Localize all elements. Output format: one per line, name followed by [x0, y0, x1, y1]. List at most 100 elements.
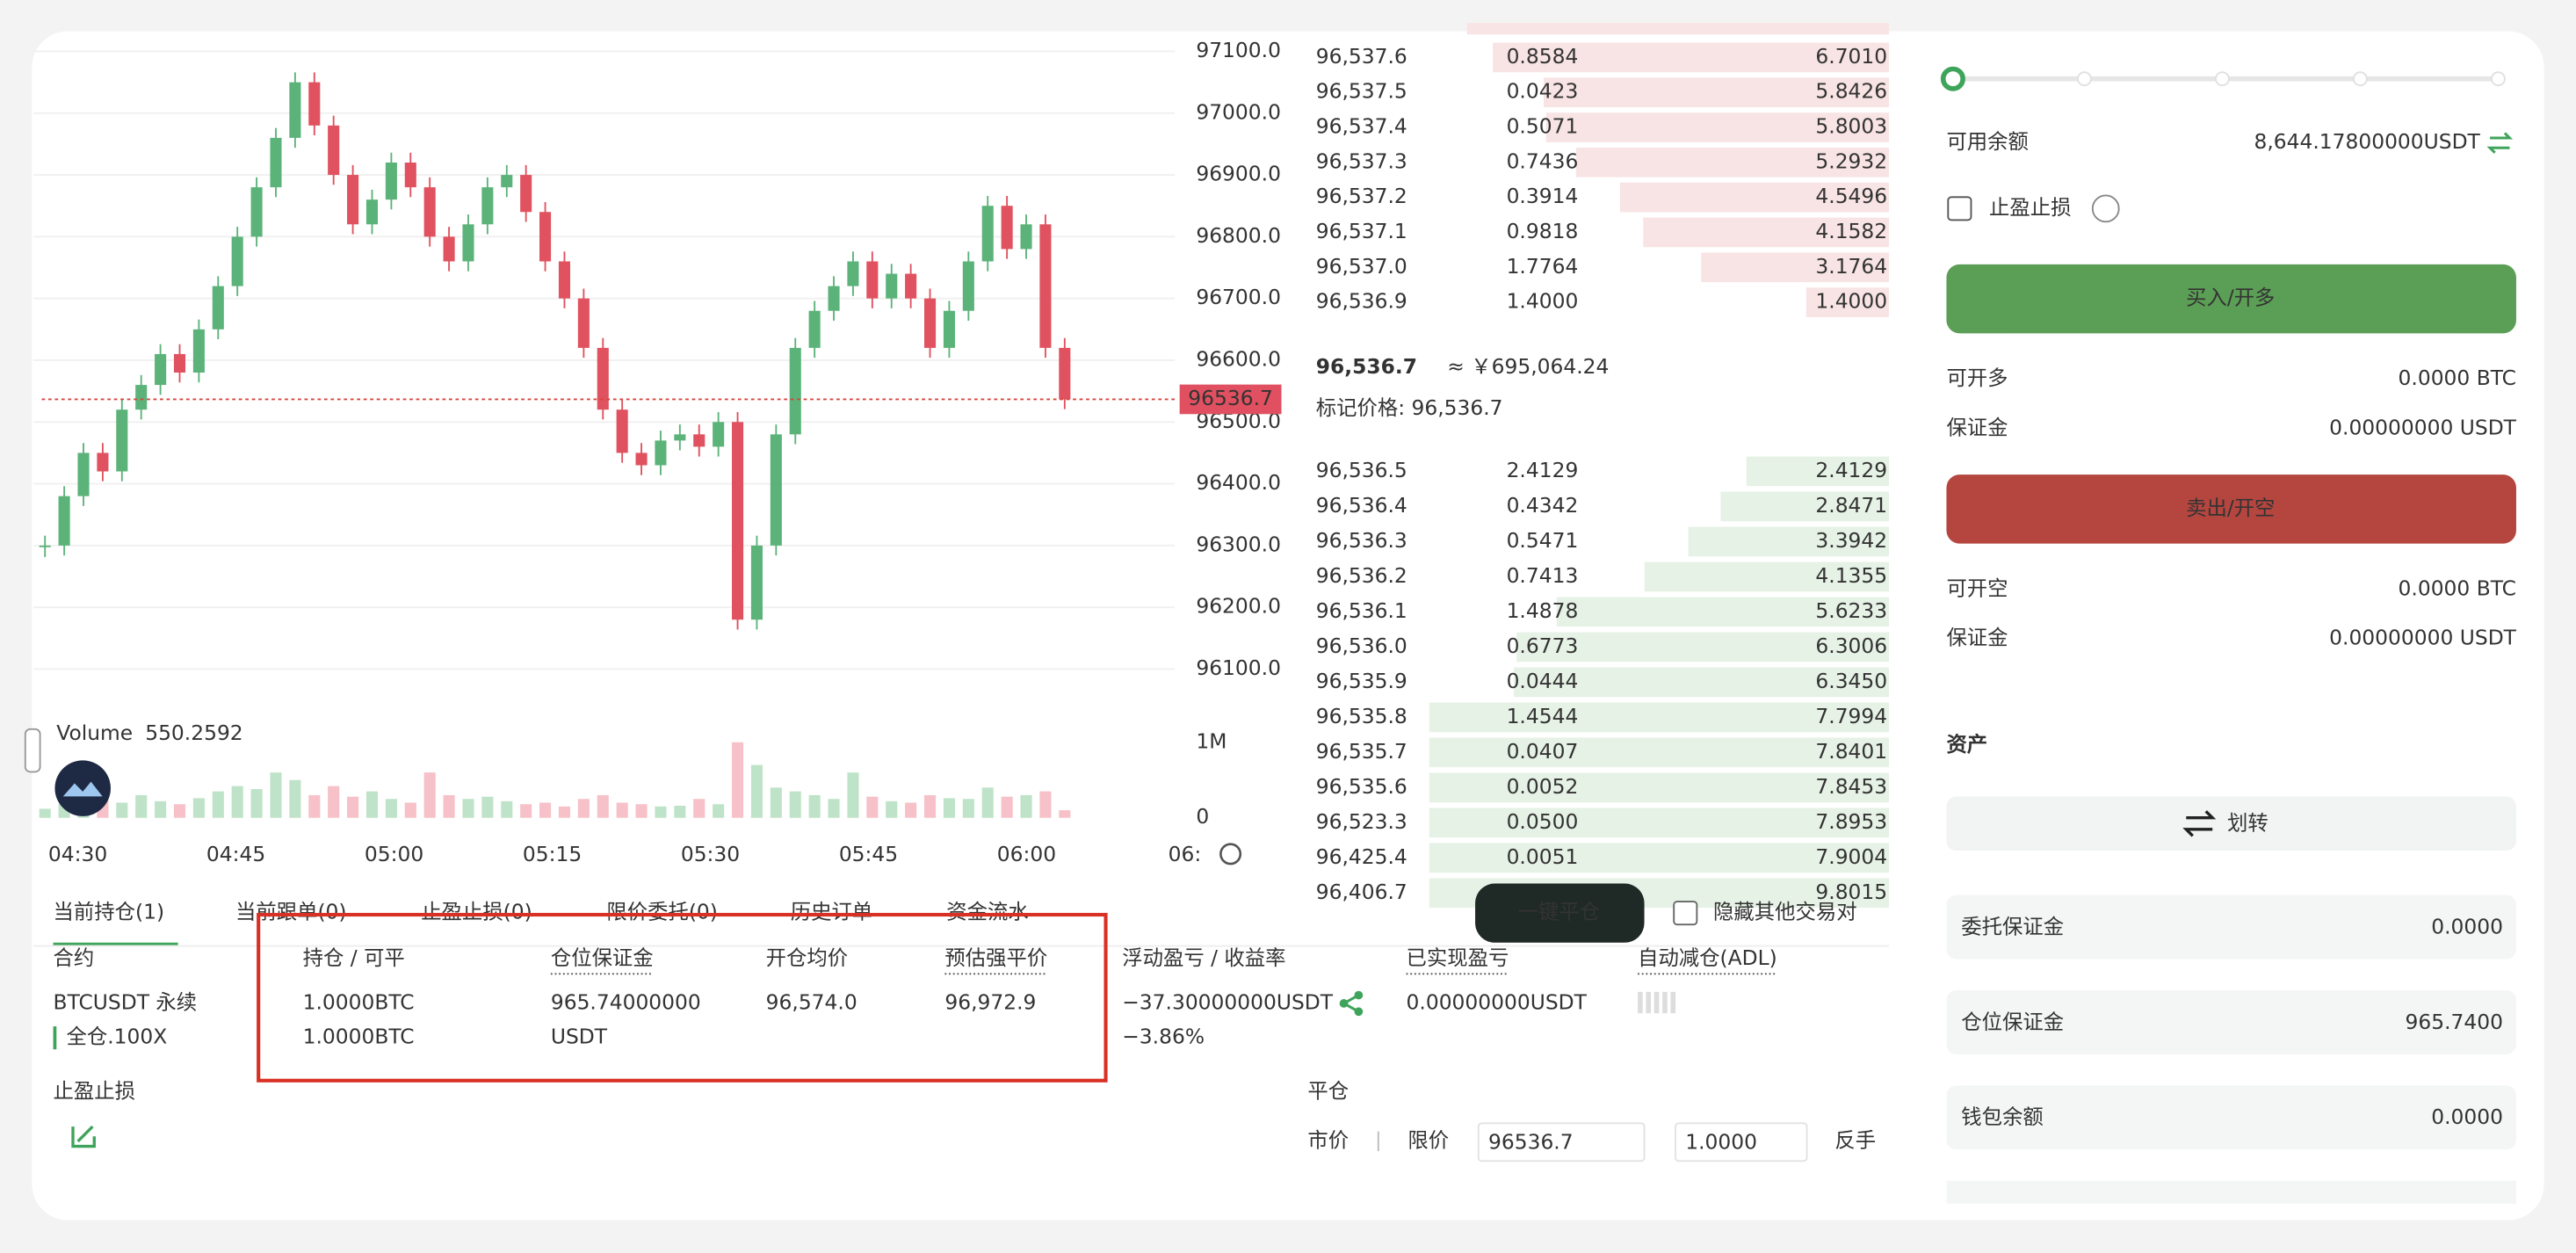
- tab[interactable]: 限价委托(0): [606, 900, 718, 924]
- sell-button[interactable]: [1946, 474, 2516, 544]
- y-tick-label: 96600.0: [1196, 346, 1281, 371]
- volume-bar: [231, 786, 243, 818]
- tab[interactable]: 止盈止损(0): [421, 900, 532, 924]
- book-amount: 2.4129: [1507, 458, 1579, 482]
- candle: [886, 273, 898, 299]
- swap-icon[interactable]: [2486, 132, 2514, 154]
- book-price: 96,537.3: [1316, 148, 1407, 173]
- book-total: 4.1355: [1815, 563, 1887, 588]
- volume-bar: [1001, 796, 1013, 818]
- book-total: 9.8015: [1815, 880, 1887, 904]
- book-amount: 0.7413: [1507, 563, 1579, 588]
- candle: [789, 347, 801, 435]
- label: 止盈止损: [54, 1078, 135, 1103]
- label: 1.0000BTC: [303, 989, 415, 1014]
- candle: [558, 261, 571, 299]
- book-amount: 0.4342: [1507, 493, 1579, 518]
- candle: [923, 298, 937, 348]
- candle: [39, 545, 51, 547]
- slider-dot[interactable]: [2215, 71, 2230, 87]
- candle: [192, 329, 205, 373]
- adl-bar: [1670, 991, 1676, 1014]
- label[interactable]: 反手: [1834, 1127, 1876, 1152]
- candle: [866, 261, 879, 299]
- book-price: 96,536.2: [1316, 563, 1407, 588]
- book-amount: 1.4544: [1507, 704, 1579, 728]
- book-amount: 0.8584: [1507, 44, 1579, 69]
- book-amount: 0.7436: [1507, 148, 1579, 173]
- depth-bar: [1575, 148, 1890, 177]
- tab[interactable]: 资金流水: [946, 900, 1028, 924]
- book-price: 96,536.1: [1316, 598, 1407, 623]
- slider-dot[interactable]: [2077, 71, 2092, 87]
- last-price: 96,536.7: [1316, 354, 1417, 379]
- label: 划转: [2227, 811, 2268, 836]
- collapse-tab[interactable]: [24, 728, 41, 773]
- volume-bar: [943, 798, 955, 818]
- book-amount: 0.9818: [1507, 219, 1579, 243]
- volume-bar: [597, 794, 609, 818]
- candle: [231, 236, 243, 286]
- transfer-button[interactable]: [1946, 796, 2516, 851]
- y-tick-label: 96200.0: [1196, 594, 1281, 619]
- slider-dot[interactable]: [2490, 71, 2506, 87]
- volume-bar: [462, 799, 474, 818]
- buy-button[interactable]: [1946, 264, 2516, 334]
- label: 8,644.17800000USDT: [2254, 129, 2480, 154]
- qty-input[interactable]: [1675, 1122, 1808, 1162]
- transfer-icon: [2182, 810, 2217, 837]
- book-price: 96,523.3: [1316, 809, 1407, 834]
- cny-price: ≈ ￥695,064.24: [1447, 354, 1609, 379]
- logo-mark: [62, 781, 103, 797]
- settings-icon[interactable]: [1219, 843, 1242, 866]
- candle: [635, 453, 648, 466]
- book-amount: 0.0444: [1507, 669, 1579, 693]
- book-price: 96,536.4: [1316, 493, 1407, 518]
- book-price: 96,537.6: [1316, 44, 1407, 69]
- y-tick-label: 96900.0: [1196, 162, 1281, 186]
- highlight-box: [257, 912, 1108, 1083]
- book-total: 5.6233: [1815, 598, 1887, 623]
- volume-bar: [270, 772, 282, 818]
- x-tick-label: 05:00: [365, 842, 423, 866]
- book-price: 96,535.6: [1316, 774, 1407, 799]
- price-input[interactable]: [1477, 1122, 1646, 1162]
- edit-icon[interactable]: [71, 1125, 96, 1148]
- volume-tick-label: 0: [1196, 804, 1209, 829]
- close-all-button[interactable]: [1475, 883, 1645, 943]
- label: 平仓: [1307, 1078, 1349, 1103]
- checkbox[interactable]: [1673, 901, 1698, 926]
- label[interactable]: 限价: [1407, 1127, 1449, 1152]
- tab[interactable]: 当前持仓(1): [54, 900, 165, 924]
- label: 隐藏其他交易对: [1713, 900, 1857, 924]
- y-tick-label: 97000.0: [1196, 99, 1281, 124]
- x-tick-label: 04:45: [206, 842, 265, 866]
- candle: [713, 422, 725, 447]
- checkbox[interactable]: [1947, 196, 1972, 221]
- volume-bar: [828, 799, 840, 818]
- candle: [1020, 224, 1032, 250]
- tab[interactable]: 历史订单: [791, 900, 872, 924]
- volume-bar: [962, 799, 974, 818]
- label: 0.0000 BTC: [2399, 576, 2516, 600]
- volume-bar: [693, 799, 706, 818]
- slider-dot[interactable]: [2353, 71, 2368, 87]
- volume-value: 550.2592: [145, 721, 242, 745]
- book-total: 6.3006: [1815, 634, 1887, 658]
- candle: [77, 453, 90, 496]
- volume-bar: [770, 787, 782, 818]
- slider-thumb[interactable]: [1940, 66, 1965, 91]
- label[interactable]: 市价: [1307, 1127, 1349, 1152]
- candle: [808, 310, 821, 348]
- tab[interactable]: 当前跟单(0): [235, 900, 347, 924]
- volume-bar: [905, 802, 917, 818]
- asset-box: [1946, 989, 2516, 1054]
- book-amount: 1.7764: [1507, 254, 1579, 279]
- book-total: 6.7010: [1815, 44, 1887, 69]
- candle: [962, 261, 974, 311]
- book-total: 1.4000: [1815, 289, 1887, 314]
- volume-bar: [1059, 810, 1071, 818]
- volume-bar: [1039, 791, 1052, 818]
- volume-bar: [443, 794, 455, 818]
